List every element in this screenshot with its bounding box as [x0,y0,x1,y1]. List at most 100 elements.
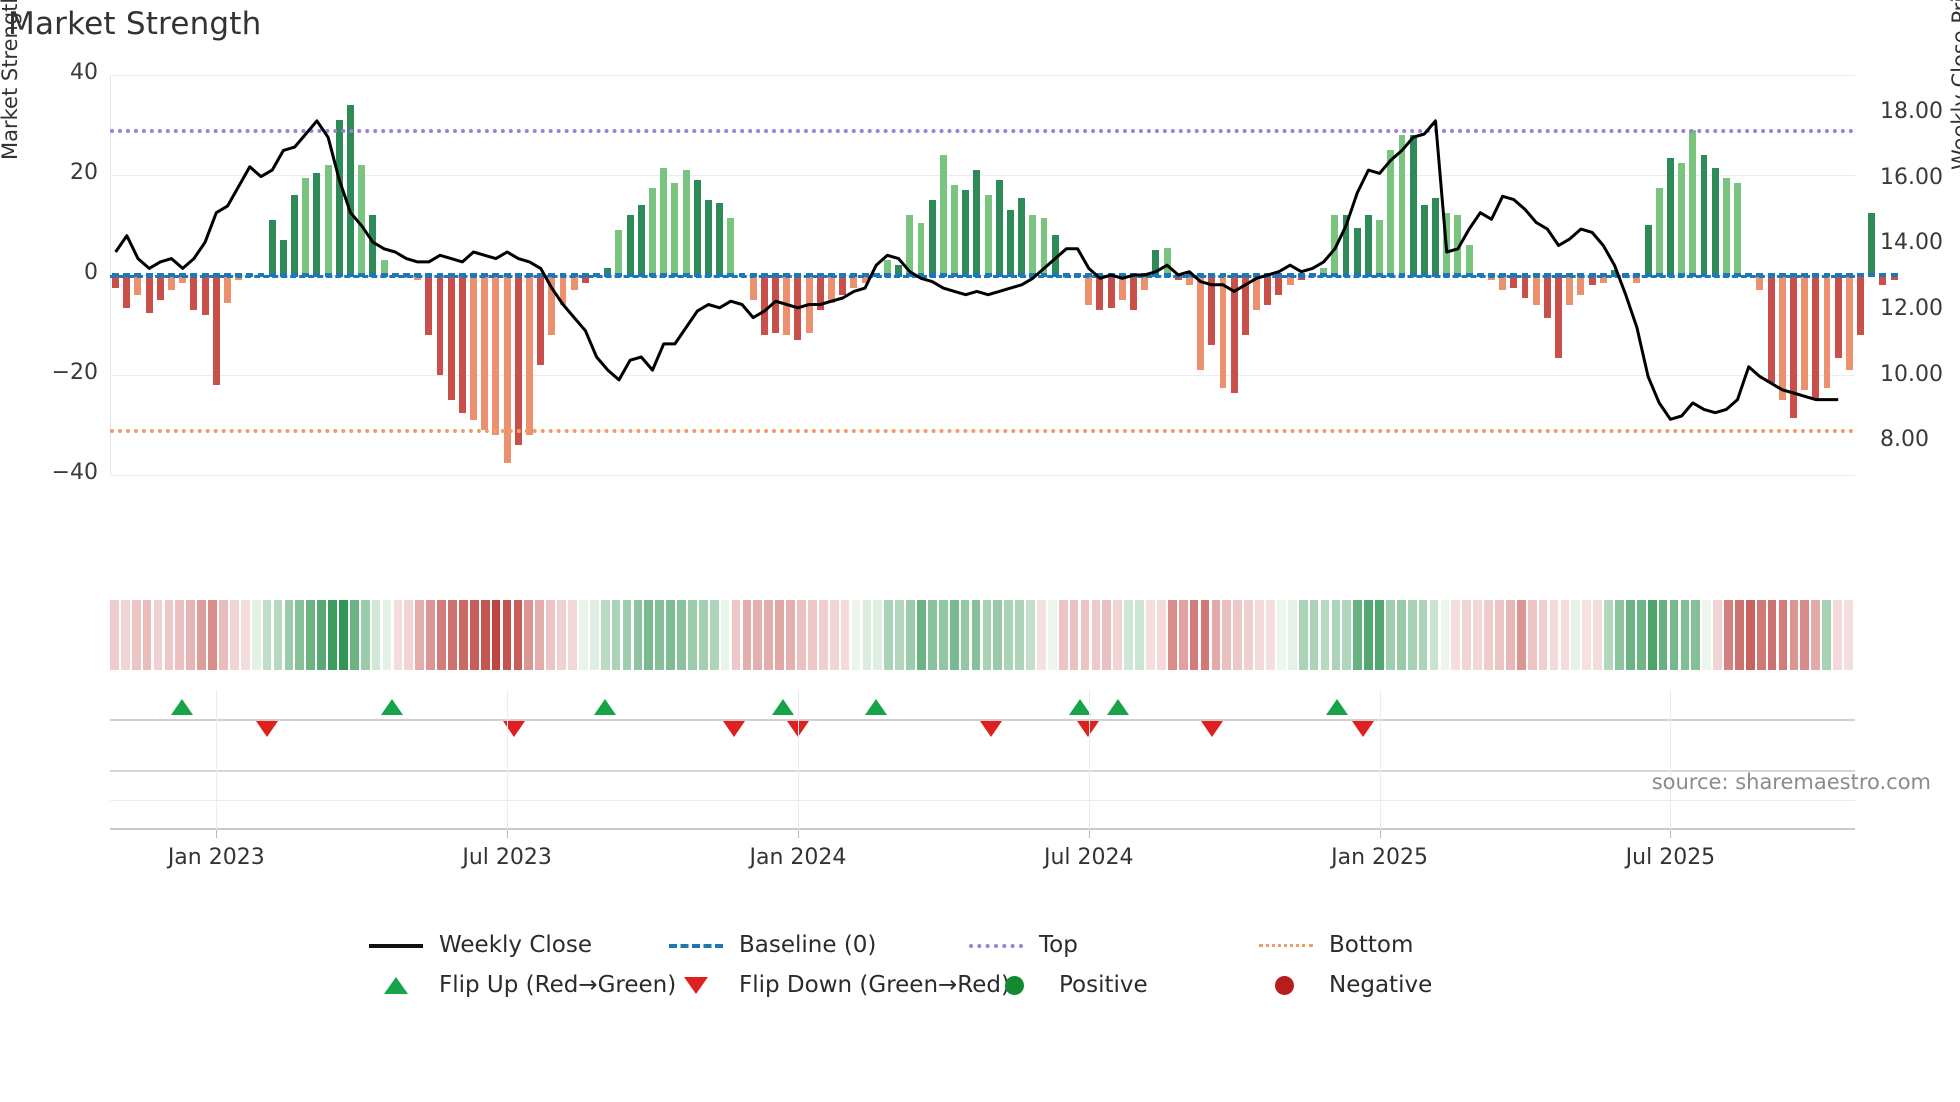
legend-item-positive[interactable]: Positive [985,965,1148,1005]
y-tick-right-12.00: 12.00 [1880,296,1943,322]
y-tick-left-20: 20 [70,160,98,185]
heatmap-cell [698,600,708,670]
bar [1666,157,1674,275]
bar [1107,275,1115,308]
heatmap-cell [633,600,643,670]
bar [1253,275,1260,310]
y-tick-right-16.00: 16.00 [1880,164,1943,190]
heatmap-cell [1604,600,1613,670]
y-tick-left-neg40: −40 [51,460,98,485]
bar [794,275,802,340]
bar [951,185,958,275]
heatmap-cell [1342,600,1352,670]
heatmap-cell [1211,600,1221,670]
heatmap-cell [720,600,730,670]
bar [1085,275,1093,305]
flip-up-marker [772,699,794,715]
flip-up-marker [381,699,403,715]
heatmap-cell [1822,600,1831,670]
bar [1208,275,1216,345]
bar [1241,275,1249,335]
legend-item-bottom[interactable]: Bottom [1255,925,1413,965]
bar [492,275,500,435]
bar [470,275,477,420]
bar [637,205,645,275]
y-axis-left-label: Market Strength [0,0,22,160]
heatmap-cell [1593,600,1602,670]
bar [1644,225,1652,275]
heatmap-cell [927,600,937,670]
heatmap-cell [677,600,686,670]
heatmap-cell [1004,600,1014,670]
heatmap-cell [1713,600,1722,670]
bar [1734,182,1741,275]
heatmap-cell [775,600,784,670]
heatmap-cell [1669,600,1679,670]
legend-item-negative[interactable]: Negative [1255,965,1432,1005]
legend-item-flip-up-red-green[interactable]: Flip Up (Red→Green) [365,965,676,1005]
heatmap-cell [219,600,228,670]
bar [481,275,489,430]
baseline-cap [1890,273,1898,277]
bar [1409,135,1417,275]
legend-item-weekly-close[interactable]: Weekly Close [365,925,592,965]
strength-heatmap-strip [110,600,1855,670]
legend-label: Flip Up (Red→Green) [439,972,677,998]
heatmap-cell [120,600,130,670]
heatmap-cell [1691,600,1701,670]
bar [1118,275,1126,300]
heatmap-cell [1407,600,1417,670]
heatmap-cell [808,600,817,670]
bar [1230,275,1238,393]
legend-item-baseline-0[interactable]: Baseline (0) [665,925,876,965]
heatmap-cell [360,600,370,670]
bar [1420,205,1428,275]
heatmap-cell [709,600,719,670]
bar [268,220,276,275]
heatmap-cell [688,600,697,670]
heatmap-cell [1418,600,1428,670]
heatmap-cell [1680,600,1690,670]
heatmap-cell [1647,600,1657,670]
heatmap-cell [1560,600,1570,670]
bar [1823,275,1831,388]
bar [1364,215,1372,275]
heatmap-cell [1058,600,1068,670]
heatmap-cell [284,600,294,670]
heatmap-cell [382,600,392,670]
heatmap-cell [491,600,501,670]
legend-item-top[interactable]: Top [965,925,1078,965]
legend-item-flip-down-green-red[interactable]: Flip Down (Green→Red) [665,965,1010,1005]
bar [1812,275,1820,400]
heatmap-cell [1080,600,1090,670]
heatmap-cell [1037,600,1046,670]
heatmap-cell [1538,600,1548,670]
flip-down-marker [503,721,525,737]
bar [1130,275,1137,310]
y-tick-right-18.00: 18.00 [1880,99,1943,125]
bar [1163,247,1171,275]
bar [1845,275,1853,370]
heatmap-cell [1549,600,1559,670]
bar [1566,275,1574,305]
heatmap-cell [753,600,763,670]
x-tick-jan-2025: Jan 2025 [1331,845,1429,870]
heatmap-cell [273,600,283,670]
heatmap-cell [1135,600,1144,670]
flip-down-marker [1077,721,1099,737]
heatmap-cell [535,600,545,670]
heatmap-cell [1331,600,1341,670]
heatmap-cell [229,600,239,670]
heatmap-cell [600,600,610,670]
legend-label: Weekly Close [439,932,592,958]
bar [939,155,947,275]
bar [1342,215,1350,275]
heatmap-cell [1506,600,1515,670]
flip-up-marker [594,699,616,715]
bar [223,275,231,303]
lower-rule-2 [110,800,1855,801]
bar [559,275,567,305]
heatmap-cell [175,600,185,670]
heatmap-cell [1833,600,1842,670]
heatmap-cell [1571,600,1581,670]
